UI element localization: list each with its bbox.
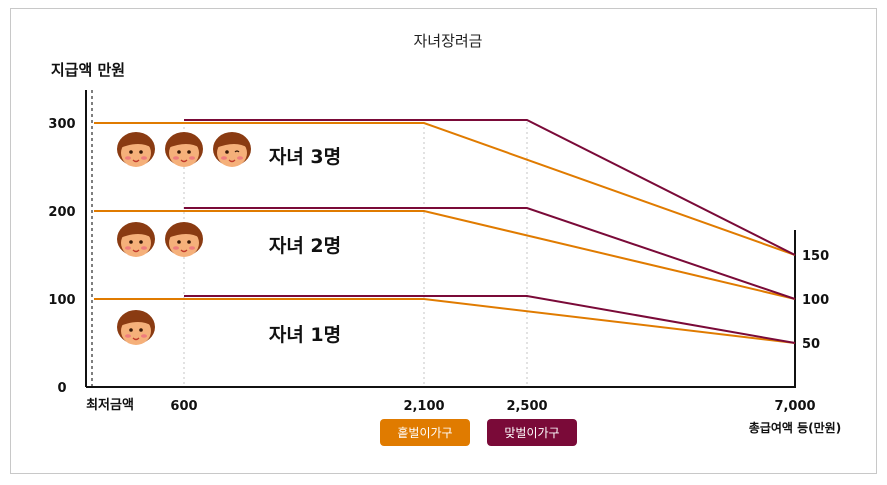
grid-lines	[91, 90, 528, 387]
legend-swatch	[487, 419, 577, 446]
y-tick-label: 300	[48, 117, 75, 132]
legend-label: 홑벌이가구	[397, 426, 452, 440]
right-tick-label: 50	[802, 337, 820, 352]
group-label: 자녀 1명	[269, 324, 341, 346]
chart-title: 자녀장려금	[413, 32, 482, 50]
series-line-dual	[184, 119, 796, 256]
x-tick-label: 최저금액	[86, 398, 134, 413]
series-line-single	[94, 122, 796, 256]
y-tick-label: 0	[57, 381, 66, 396]
child-icons	[117, 132, 251, 345]
axes	[85, 90, 796, 388]
right-tick-label: 150	[802, 249, 829, 264]
legend-label: 맞벌이가구	[504, 426, 559, 440]
x-axis-label: 총급여액 등(만원)	[749, 420, 841, 435]
group-label: 자녀 2명	[269, 235, 341, 257]
x-tick-label: 600	[170, 399, 197, 414]
child-face-icon	[165, 222, 203, 257]
child-face-icon	[213, 132, 251, 167]
series-line-single	[94, 298, 796, 344]
series-lines	[94, 119, 796, 344]
legend: 홑벌이가구 맞벌이가구	[380, 419, 577, 446]
x-tick-label: 2,500	[506, 399, 547, 414]
series-line-dual	[184, 207, 796, 300]
group-label: 자녀 3명	[269, 146, 341, 168]
child-face-icon	[117, 310, 155, 345]
child-face-icon	[165, 132, 203, 167]
tick-labels: 0 100 200 300 150 100 50 최저금액 600 2,100 2,500 7,000	[48, 117, 829, 414]
legend-swatch	[380, 419, 470, 446]
child-face-icon	[117, 132, 155, 167]
x-tick-label: 2,100	[403, 399, 444, 414]
y-tick-label: 100	[48, 293, 75, 308]
series-line-single	[94, 210, 796, 300]
y-axis-label: 지급액 만원	[51, 61, 125, 79]
child-face-icon	[117, 222, 155, 257]
y-tick-label: 200	[48, 205, 75, 220]
right-tick-label: 100	[802, 293, 829, 308]
series-line-dual	[184, 295, 796, 344]
x-tick-label: 7,000	[774, 399, 815, 414]
